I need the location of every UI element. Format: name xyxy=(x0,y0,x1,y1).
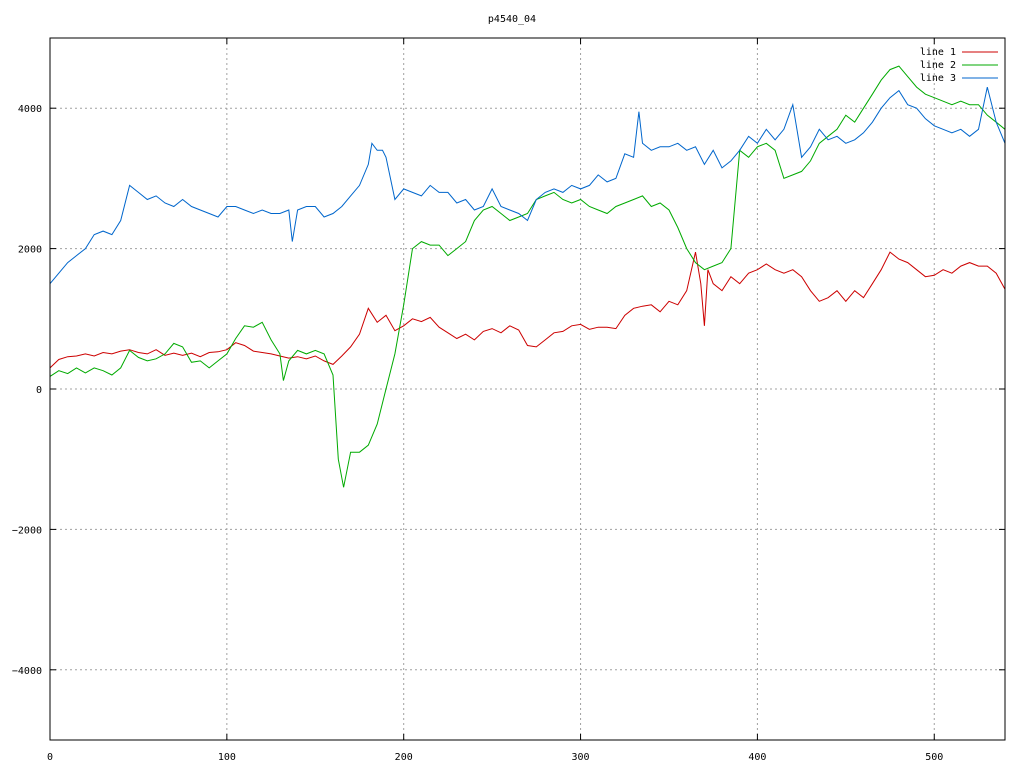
chart-title: p4540_04 xyxy=(488,14,536,25)
x-tick-label: 500 xyxy=(925,752,943,763)
plot-area xyxy=(49,65,1006,488)
y-tick-label: −4000 xyxy=(12,666,42,677)
y-tick-label: −2000 xyxy=(12,525,42,536)
x-tick-label: 300 xyxy=(572,752,590,763)
y-tick-label: 2000 xyxy=(18,245,42,256)
x-tick-label: 200 xyxy=(395,752,413,763)
series-line-1 xyxy=(49,251,1006,369)
axis-ticks: 0 100 200 300 400 500 −4000 −2000 0 2000 4000 xyxy=(12,38,1005,763)
x-tick-label: 100 xyxy=(218,752,236,763)
y-tick-label: 4000 xyxy=(18,104,42,115)
x-tick-label: 400 xyxy=(748,752,766,763)
legend-label: line 1 xyxy=(920,47,956,58)
series-line-2 xyxy=(49,65,1006,488)
series-line-3 xyxy=(49,86,1006,285)
y-tick-label: 0 xyxy=(36,385,42,396)
legend-label: line 3 xyxy=(920,73,956,84)
grid xyxy=(50,38,1005,740)
legend-label: line 2 xyxy=(920,60,956,71)
x-tick-label: 0 xyxy=(47,752,53,763)
legend: line 1 line 2 line 3 xyxy=(920,47,998,84)
